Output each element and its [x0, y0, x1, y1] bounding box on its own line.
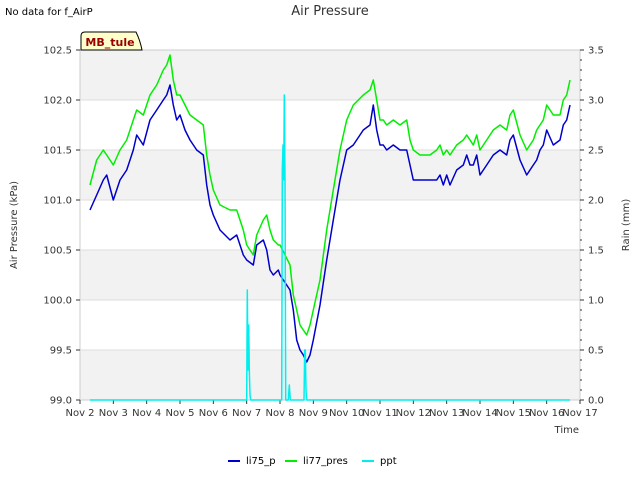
- x-tick-label: Nov 6: [199, 408, 228, 419]
- y2-tick-label: 2.5: [588, 146, 604, 157]
- station-badge: MB_tule: [80, 31, 143, 51]
- y-tick-label: 100.0: [43, 296, 72, 307]
- x-tick-label: Nov 17: [562, 408, 597, 419]
- y2-tick-label: 3.5: [588, 46, 604, 57]
- y-tick-label: 99.0: [50, 396, 72, 407]
- x-tick-label: Nov 16: [529, 408, 564, 419]
- no-data-note: No data for f_AirP: [5, 7, 93, 18]
- x-tick-label: Nov 2: [65, 408, 94, 419]
- chart-title: Air Pressure: [291, 4, 369, 19]
- y-tick-label: 102.0: [43, 96, 72, 107]
- x-axis-label: Time: [554, 425, 579, 436]
- y2-axis-ticks: 0.0 0.5 1.0 1.5 2.0 2.5 3.0 3.5: [580, 46, 604, 407]
- legend-label-ppt: ppt: [380, 456, 397, 467]
- background-band: [80, 150, 580, 200]
- x-tick-label: Nov 7: [232, 408, 261, 419]
- x-tick-label: Nov 11: [362, 408, 397, 419]
- legend-label-li77-pres: li77_pres: [303, 456, 348, 467]
- background-band: [80, 50, 580, 100]
- y2-tick-label: 0.5: [588, 346, 604, 357]
- x-tick-label: Nov 3: [99, 408, 128, 419]
- y2-tick-label: 0.0: [588, 396, 604, 407]
- legend: li75_p li77_pres ppt: [228, 456, 397, 467]
- x-axis-ticks: Nov 2 Nov 3 Nov 4 Nov 5 Nov 6 Nov 7 Nov 8 Nov 9…: [65, 400, 598, 419]
- y-axis-label: Air Pressure (kPa): [9, 181, 20, 269]
- x-tick-label: Nov 13: [429, 408, 464, 419]
- series-lines: [89, 54, 571, 401]
- y-tick-label: 102.5: [43, 46, 72, 57]
- x-tick-label: Nov 15: [496, 408, 531, 419]
- series-line-li77-pres: [89, 54, 571, 336]
- y-tick-label: 100.5: [43, 246, 72, 257]
- x-tick-label: Nov 10: [329, 408, 364, 419]
- gridlines: [80, 49, 580, 401]
- x-tick-label: Nov 9: [299, 408, 328, 419]
- x-tick-label: Nov 12: [396, 408, 431, 419]
- y2-axis-label: Rain (mm): [621, 199, 632, 252]
- x-tick-label: Nov 14: [462, 408, 497, 419]
- x-tick-label: Nov 8: [265, 408, 294, 419]
- x-tick-label: Nov 4: [132, 408, 161, 419]
- y2-tick-label: 1.5: [588, 246, 604, 257]
- x-tick-label: Nov 5: [165, 408, 194, 419]
- background-band: [80, 350, 580, 400]
- y2-tick-label: 2.0: [588, 196, 604, 207]
- station-label: MB_tule: [85, 36, 134, 49]
- y-tick-label: 101.0: [43, 196, 72, 207]
- background-bands: [80, 50, 580, 400]
- series-line-li75-p: [89, 84, 571, 363]
- y2-tick-label: 3.0: [588, 96, 604, 107]
- series-line-ppt: [90, 94, 570, 401]
- y-tick-label: 101.5: [43, 146, 72, 157]
- plot-frame: [79, 49, 581, 401]
- background-band: [80, 250, 580, 300]
- y-tick-label: 99.5: [50, 346, 72, 357]
- y2-tick-label: 1.0: [588, 296, 604, 307]
- y-axis-ticks: 99.0 99.5 100.0 100.5 101.0 101.5 102.0 102.5: [43, 46, 80, 407]
- legend-label-li75-p: li75_p: [246, 456, 276, 467]
